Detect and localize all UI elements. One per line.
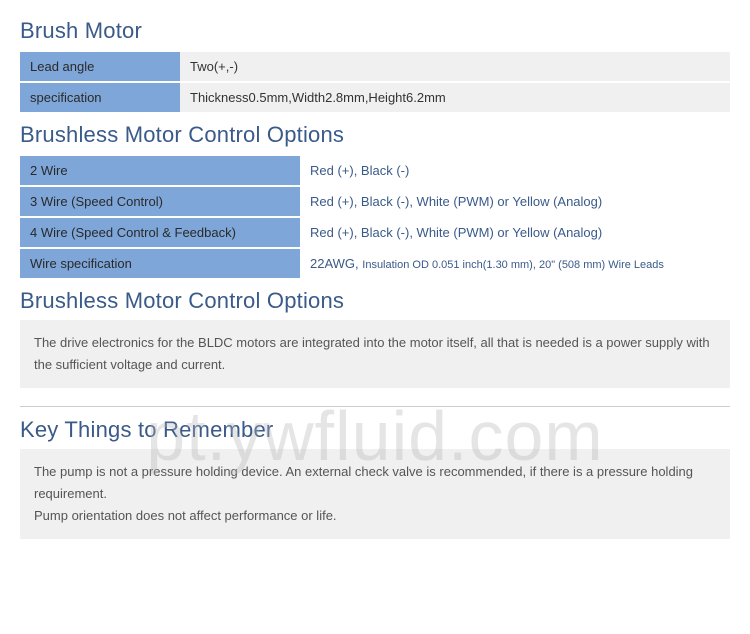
row-value: Two(+,-) (180, 52, 730, 81)
table-row: specification Thickness0.5mm,Width2.8mm,… (20, 83, 730, 112)
bldc-text-block: The drive electronics for the BLDC motor… (20, 320, 730, 388)
row-value-head: 22AWG, (310, 256, 362, 271)
key-things-line: Pump orientation does not affect perform… (34, 505, 716, 527)
row-label: Lead angle (20, 52, 180, 81)
section-title-bldc-table: Brushless Motor Control Options (20, 122, 730, 148)
row-label: specification (20, 83, 180, 112)
row-label: 2 Wire (20, 156, 300, 185)
row-value: Red (+), Black (-), White (PWM) or Yello… (300, 187, 730, 216)
row-label: 3 Wire (Speed Control) (20, 187, 300, 216)
bldc-options-table: 2 Wire Red (+), Black (-) 3 Wire (Speed … (20, 154, 730, 280)
section-title-bldc-text: Brushless Motor Control Options (20, 288, 730, 314)
row-value: 22AWG, Insulation OD 0.051 inch(1.30 mm)… (300, 249, 730, 278)
row-label: Wire specification (20, 249, 300, 278)
row-label: 4 Wire (Speed Control & Feedback) (20, 218, 300, 247)
section-title-key-things: Key Things to Remember (20, 417, 730, 443)
key-things-block: The pump is not a pressure holding devic… (20, 449, 730, 539)
table-row: Wire specification 22AWG, Insulation OD … (20, 249, 730, 278)
row-value: Red (+), Black (-) (300, 156, 730, 185)
row-value-tail: Insulation OD 0.051 inch(1.30 mm), 20" (… (362, 259, 664, 271)
divider (20, 406, 730, 407)
table-row: 2 Wire Red (+), Black (-) (20, 156, 730, 185)
table-row: 3 Wire (Speed Control) Red (+), Black (-… (20, 187, 730, 216)
table-row: 4 Wire (Speed Control & Feedback) Red (+… (20, 218, 730, 247)
brush-motor-table: Lead angle Two(+,-) specification Thickn… (20, 50, 730, 114)
key-things-line: The pump is not a pressure holding devic… (34, 461, 716, 505)
row-value: Red (+), Black (-), White (PWM) or Yello… (300, 218, 730, 247)
row-value: Thickness0.5mm,Width2.8mm,Height6.2mm (180, 83, 730, 112)
table-row: Lead angle Two(+,-) (20, 52, 730, 81)
section-title-brush-motor: Brush Motor (20, 18, 730, 44)
